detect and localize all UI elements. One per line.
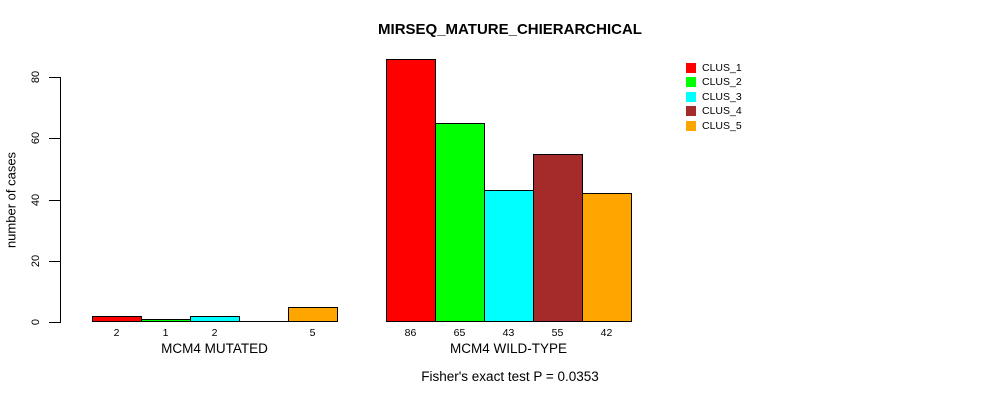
y-tick-mark xyxy=(49,322,60,323)
bar-value-label: 1 xyxy=(162,327,169,339)
y-tick-mark xyxy=(49,138,60,140)
bar-value-label: 55 xyxy=(551,327,564,339)
legend-swatch-clus_4 xyxy=(686,106,696,117)
bar-clus_4-mcm4-mutated xyxy=(239,321,289,322)
y-tick-label: 0 xyxy=(30,318,42,326)
bar-clus_1-mcm4-mutated xyxy=(92,315,142,322)
legend-swatch-clus_1 xyxy=(686,63,696,73)
legend-swatch-clus_5 xyxy=(686,120,696,131)
bar-value-label: 86 xyxy=(404,327,417,339)
legend-label-clus_5: CLUS_5 xyxy=(702,119,742,132)
legend-swatch-clus_2 xyxy=(686,77,696,88)
bar-clus_2-mcm4-mutated xyxy=(141,318,191,322)
bar-value-label: 2 xyxy=(211,327,218,339)
group-label-mcm4-wild-type: MCM4 WILD-TYPE xyxy=(449,341,568,356)
y-tick-label: 20 xyxy=(30,254,42,267)
legend-label-clus_3: CLUS_3 xyxy=(702,90,742,103)
y-tick-label: 40 xyxy=(30,193,42,206)
fisher-test-annotation: Fisher's exact test P = 0.0353 xyxy=(421,369,599,384)
bar-value-label: 42 xyxy=(600,327,613,339)
y-axis-label: number of cases xyxy=(3,151,19,249)
bar-clus_5-mcm4-mutated xyxy=(288,306,338,322)
bar-value-label: 5 xyxy=(309,327,316,339)
y-tick-label: 60 xyxy=(30,132,42,145)
bar-value-label: 65 xyxy=(453,327,466,339)
legend-label-clus_4: CLUS_4 xyxy=(702,105,742,118)
bar-clus_5-mcm4-wild-type xyxy=(582,193,632,322)
bar-value-label: 2 xyxy=(113,327,120,339)
bar-value-label: 43 xyxy=(502,327,515,339)
bar-clus_3-mcm4-wild-type xyxy=(484,190,534,322)
legend-swatch-clus_3 xyxy=(686,91,696,102)
legend-label-clus_1: CLUS_1 xyxy=(702,62,742,74)
bar-clus_1-mcm4-wild-type xyxy=(386,58,436,322)
legend-label-clus_2: CLUS_2 xyxy=(702,76,742,89)
y-tick-mark xyxy=(49,260,60,262)
y-axis-line xyxy=(60,77,61,323)
bar-clus_2-mcm4-wild-type xyxy=(435,122,485,322)
y-tick-label: 80 xyxy=(30,70,42,84)
group-label-mcm4-mutated: MCM4 MUTATED xyxy=(161,341,268,356)
chart-title: MIRSEQ_MATURE_CHIERARCHICAL xyxy=(378,21,642,38)
bar-clus_3-mcm4-mutated xyxy=(190,315,240,322)
y-tick-mark xyxy=(49,199,60,201)
y-tick-mark xyxy=(49,77,60,78)
bar-clus_4-mcm4-wild-type xyxy=(533,153,583,322)
